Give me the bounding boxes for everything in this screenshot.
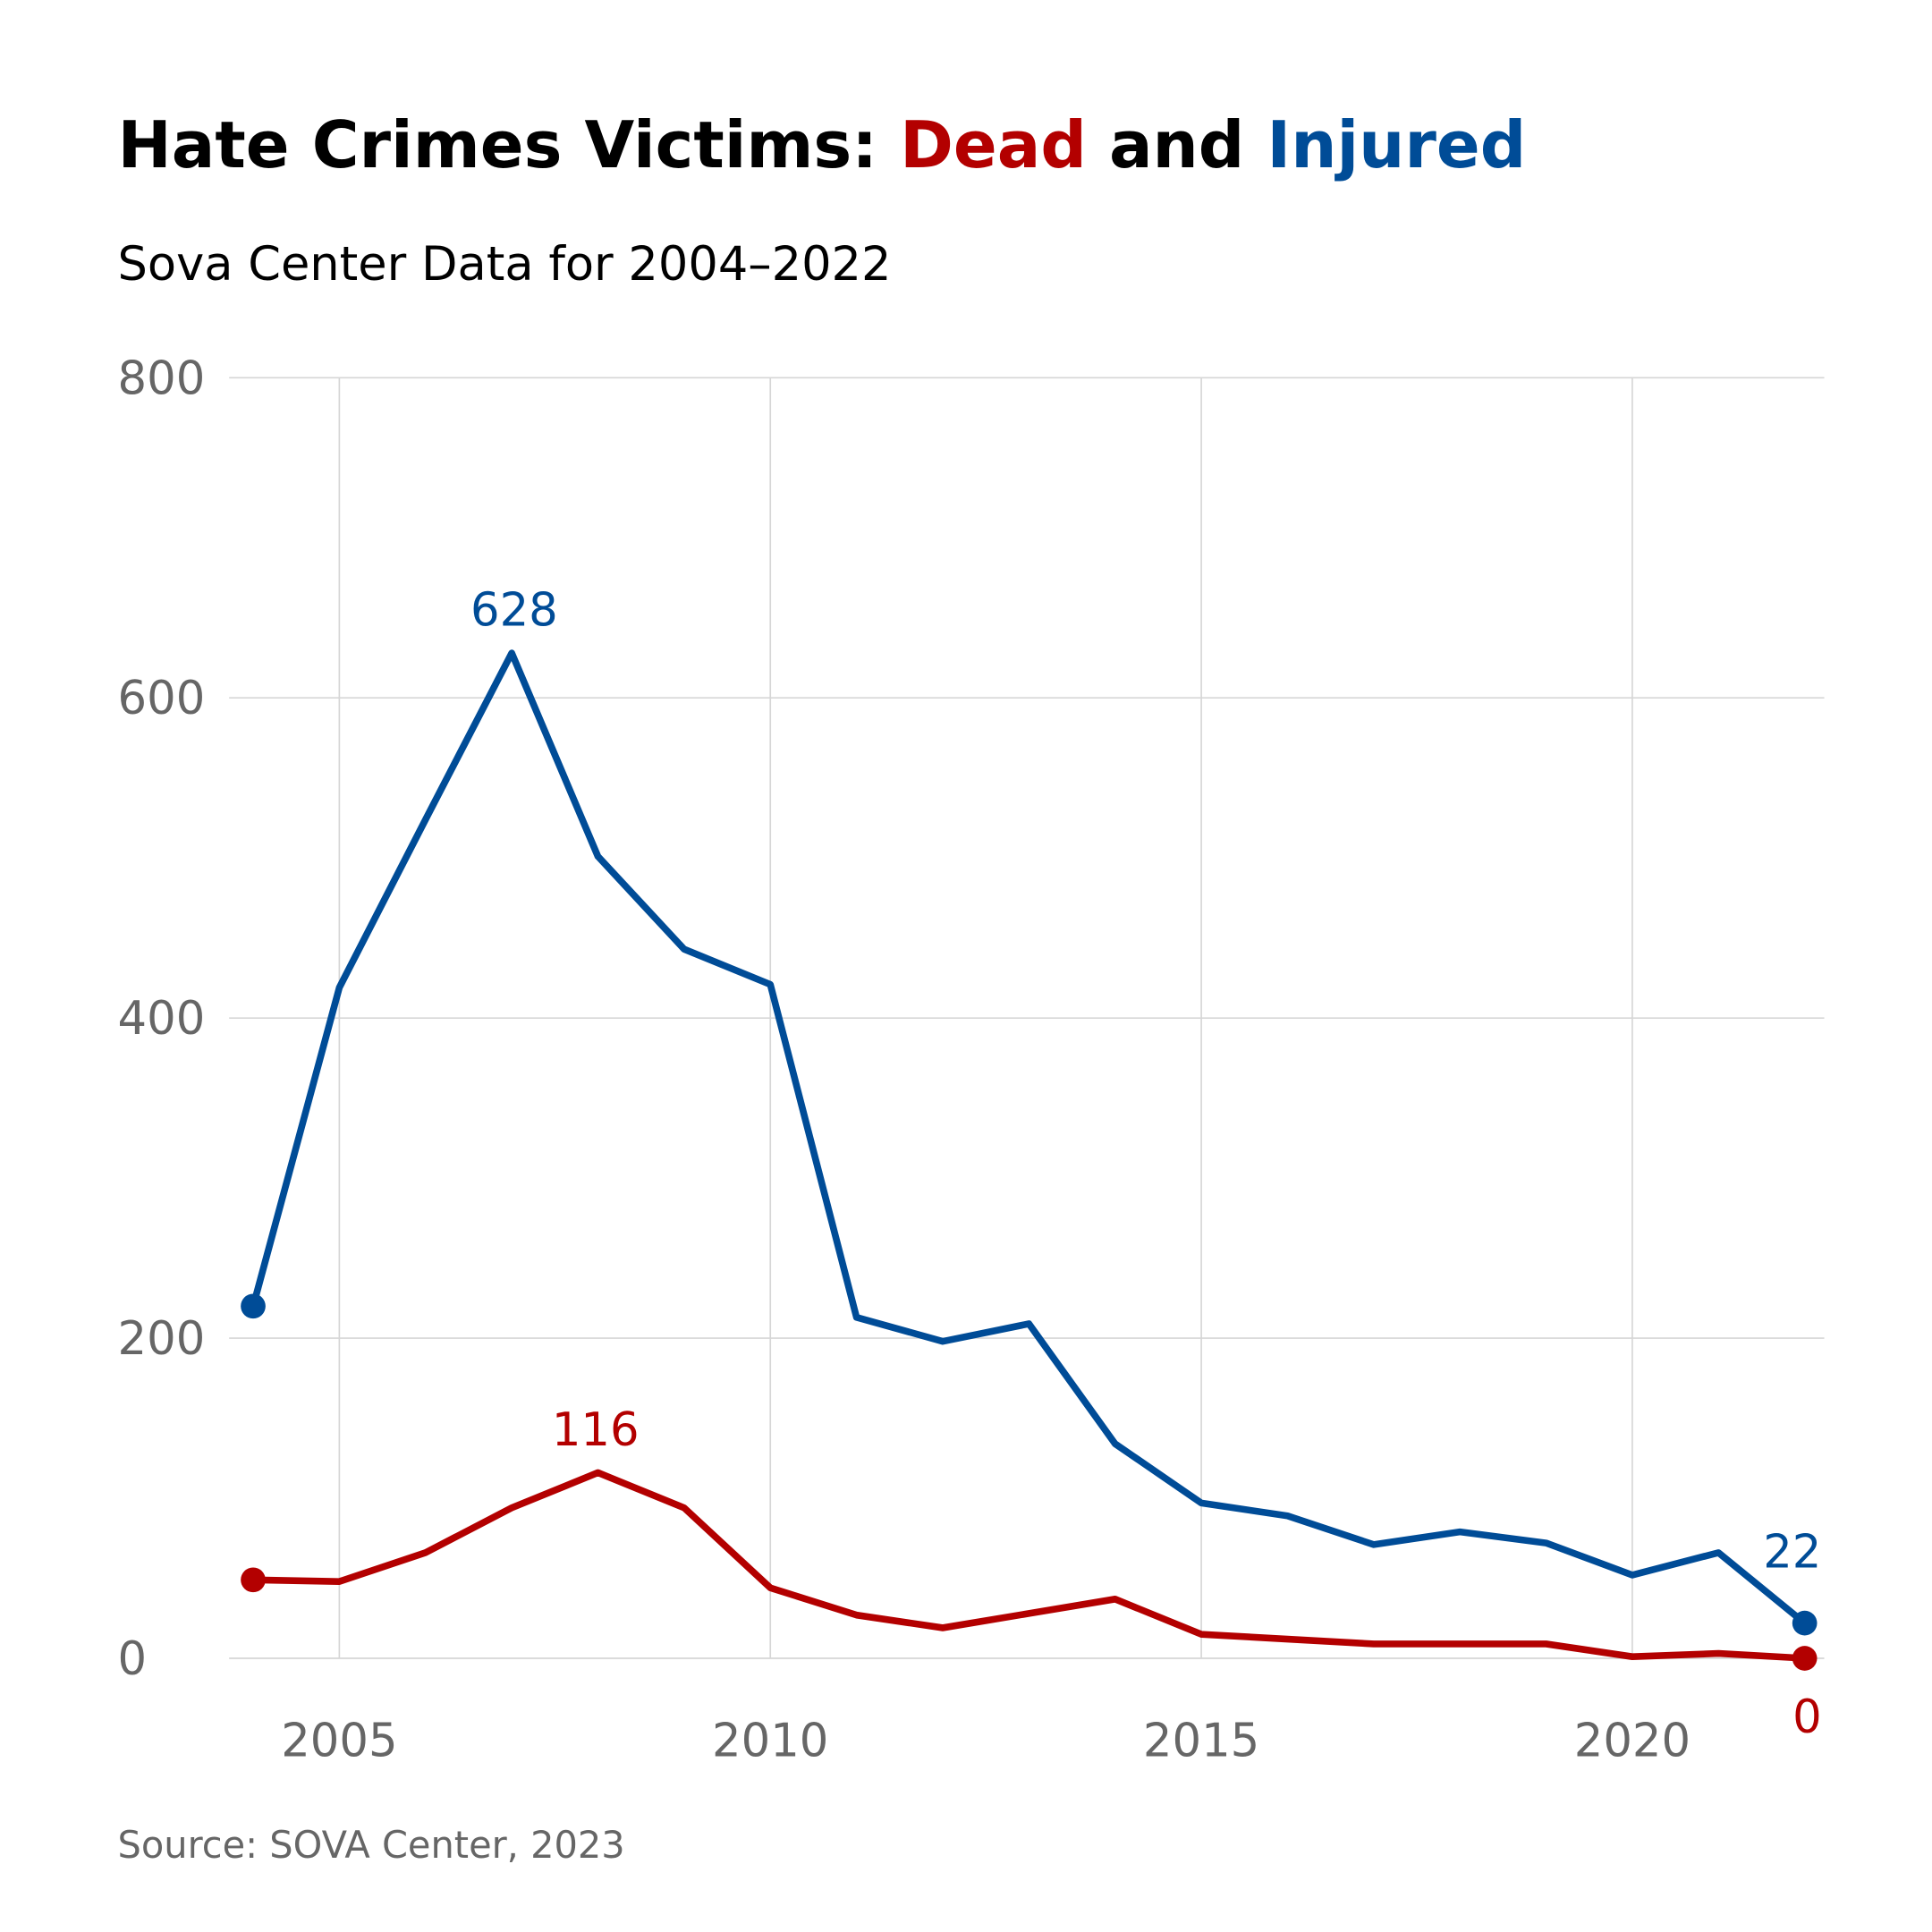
data-label: 0 — [1792, 1690, 1822, 1744]
y-tick-label: 400 — [118, 992, 206, 1046]
x-tick-label: 2015 — [1143, 1714, 1259, 1767]
data-label: 628 — [470, 584, 558, 638]
chart-subtitle: Sova Center Data for 2004–2022 — [118, 237, 892, 292]
series-line-dead — [252, 1469, 1805, 1662]
data-label: 22 — [1763, 1525, 1821, 1579]
endpoint-marker — [241, 1567, 266, 1593]
title-part: and — [1087, 107, 1267, 182]
y-tick-label: 600 — [118, 672, 206, 725]
y-tick-label: 800 — [118, 352, 206, 405]
endpoint-marker — [1792, 1646, 1818, 1671]
title-part: Injured — [1267, 107, 1526, 182]
x-tick-label: 2005 — [281, 1714, 397, 1767]
y-tick-label: 0 — [118, 1632, 148, 1686]
y-tick-label: 200 — [118, 1312, 206, 1366]
x-tick-label: 2020 — [1574, 1714, 1690, 1767]
data-label: 116 — [552, 1403, 640, 1457]
chart-source: Source: SOVA Center, 2023 — [118, 1823, 625, 1867]
endpoint-marker — [241, 1293, 266, 1319]
chart-title: Hate Crimes Victims: Dead and Injured — [118, 107, 1527, 182]
series-line-injured — [250, 649, 1808, 1626]
title-part: Hate Crimes Victims: — [118, 107, 901, 182]
endpoint-marker — [1792, 1610, 1818, 1636]
x-tick-label: 2010 — [712, 1714, 828, 1767]
title-part: Dead — [900, 107, 1087, 182]
